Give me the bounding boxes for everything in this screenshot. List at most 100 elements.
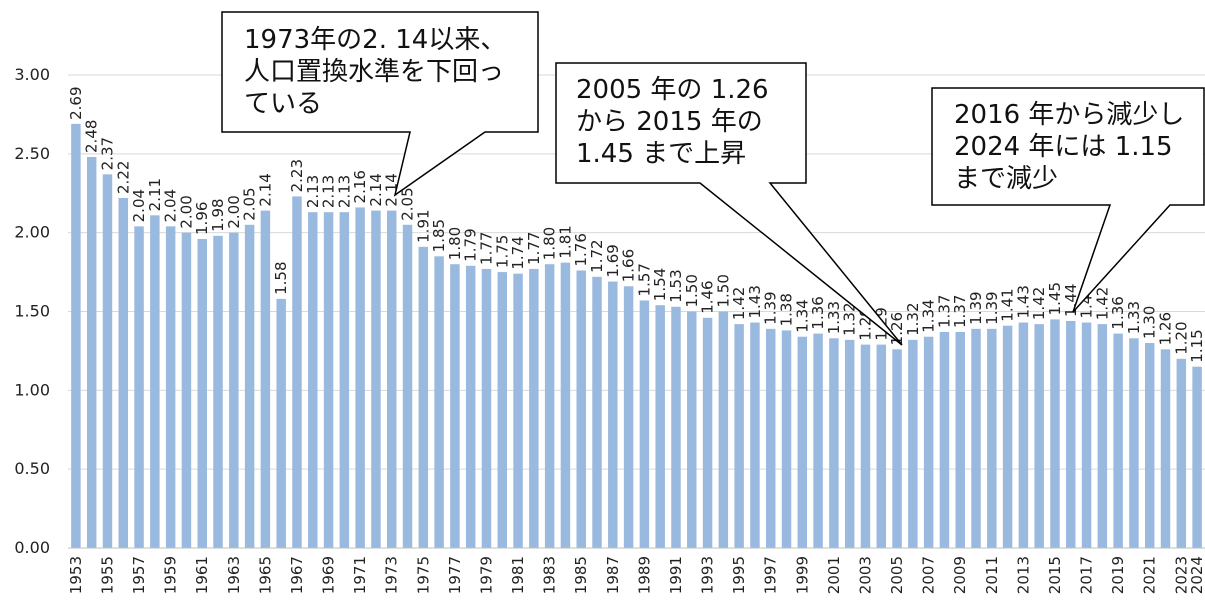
annotation-text: まで減少 xyxy=(954,164,1058,194)
data-label: 1.26 xyxy=(1157,312,1175,345)
data-label: 1.41 xyxy=(999,288,1017,321)
x-tick-label: 1959 xyxy=(162,556,180,594)
data-label: 2.48 xyxy=(83,120,101,153)
bar xyxy=(971,328,981,548)
bar xyxy=(671,306,681,548)
data-label: 1.91 xyxy=(414,209,432,242)
data-label: 2.00 xyxy=(225,195,243,228)
data-label: 2.14 xyxy=(367,173,385,206)
data-label: 2.11 xyxy=(146,178,164,211)
data-label: 2.22 xyxy=(114,161,132,194)
x-tick-label: 2015 xyxy=(1046,556,1064,594)
bar xyxy=(544,264,555,548)
bar xyxy=(1160,349,1171,548)
callout-1 xyxy=(221,11,539,197)
x-tick-label: 1993 xyxy=(699,556,717,594)
data-label: 1.36 xyxy=(1109,296,1127,329)
bar xyxy=(102,174,113,548)
bar xyxy=(608,281,618,548)
data-label: 2.69 xyxy=(67,86,85,119)
data-label: 1.38 xyxy=(778,293,796,326)
x-tick-label: 1953 xyxy=(67,556,85,594)
x-tick-label: 1985 xyxy=(572,556,590,594)
bar xyxy=(655,305,665,548)
bar xyxy=(529,268,539,548)
data-label: 1.32 xyxy=(841,302,859,335)
data-label: 1.80 xyxy=(541,227,559,260)
data-label: 1.36 xyxy=(809,296,827,329)
x-tick-label: 1981 xyxy=(509,556,527,594)
annotation-text: 1.45 まで上昇 xyxy=(576,139,746,169)
data-label: 2.00 xyxy=(177,195,195,228)
bar xyxy=(687,311,697,548)
data-label: 1.37 xyxy=(951,295,969,328)
y-tick-label: 3.00 xyxy=(14,65,50,84)
bar xyxy=(118,197,129,549)
bar xyxy=(339,212,350,549)
data-label: 2.37 xyxy=(98,137,116,170)
data-label: 1.50 xyxy=(683,274,701,307)
x-tick-label: 2024 xyxy=(1188,556,1205,594)
x-tick-label: 1977 xyxy=(446,556,464,594)
bar xyxy=(197,238,207,548)
data-label: 1.79 xyxy=(462,228,480,261)
data-label: 2.04 xyxy=(162,189,180,222)
x-tick-label: 1969 xyxy=(320,556,338,594)
y-tick-label: 2.00 xyxy=(14,223,50,242)
data-label: 2.14 xyxy=(383,173,401,206)
x-tick-label: 2021 xyxy=(1141,556,1159,594)
bar xyxy=(165,226,176,549)
bar xyxy=(844,339,855,548)
data-label: 1.81 xyxy=(556,225,574,258)
data-label: 1.58 xyxy=(272,261,290,294)
data-label: 1.46 xyxy=(699,280,717,313)
x-tick-label: 1963 xyxy=(225,556,243,594)
bar xyxy=(86,156,97,548)
annotation-text: ている xyxy=(244,89,322,119)
bar xyxy=(765,328,776,548)
x-tick-label: 1973 xyxy=(383,556,401,594)
y-tick-label: 2.50 xyxy=(14,144,50,163)
bar xyxy=(734,324,744,548)
x-tick-label: 1989 xyxy=(635,556,653,594)
data-label: 1.50 xyxy=(714,274,732,307)
bar xyxy=(386,210,397,549)
data-label: 2.14 xyxy=(256,173,274,206)
data-label: 2.13 xyxy=(335,175,353,208)
data-label: 1.77 xyxy=(525,232,543,265)
x-tick-label: 2005 xyxy=(888,556,906,594)
data-label: 1.33 xyxy=(825,301,843,334)
data-label: 1.57 xyxy=(635,263,653,296)
data-label: 1.45 xyxy=(1046,282,1064,315)
data-label: 2.13 xyxy=(304,175,322,208)
data-label: 1.77 xyxy=(477,232,495,265)
bar xyxy=(371,210,381,549)
data-label: 1.54 xyxy=(651,268,669,301)
x-tick-label: 1991 xyxy=(667,556,685,594)
bar xyxy=(592,276,602,548)
annotation-text: 人口置換水準を下回っ xyxy=(244,57,504,87)
bar xyxy=(623,286,634,548)
bar xyxy=(1192,366,1202,548)
data-label: 1.43 xyxy=(1014,285,1032,318)
bar xyxy=(876,344,887,548)
annotation-text: から 2015 年の xyxy=(576,107,763,137)
data-label: 1.53 xyxy=(667,269,685,302)
data-label: 2.05 xyxy=(399,187,417,220)
bar xyxy=(418,246,429,548)
bar xyxy=(434,256,444,548)
x-tick-label: 2013 xyxy=(1014,556,1032,594)
data-label: 1.37 xyxy=(935,295,953,328)
bar xyxy=(1066,320,1076,548)
data-label: 2.23 xyxy=(288,159,306,192)
bar xyxy=(750,322,760,548)
bar xyxy=(923,336,934,548)
x-tick-label: 2003 xyxy=(856,556,874,594)
bar xyxy=(892,349,902,548)
data-label: 1.42 xyxy=(1093,287,1111,320)
bar xyxy=(260,210,271,549)
bar xyxy=(229,232,239,548)
bar xyxy=(150,215,160,548)
bar xyxy=(497,272,508,548)
bar xyxy=(702,317,713,548)
